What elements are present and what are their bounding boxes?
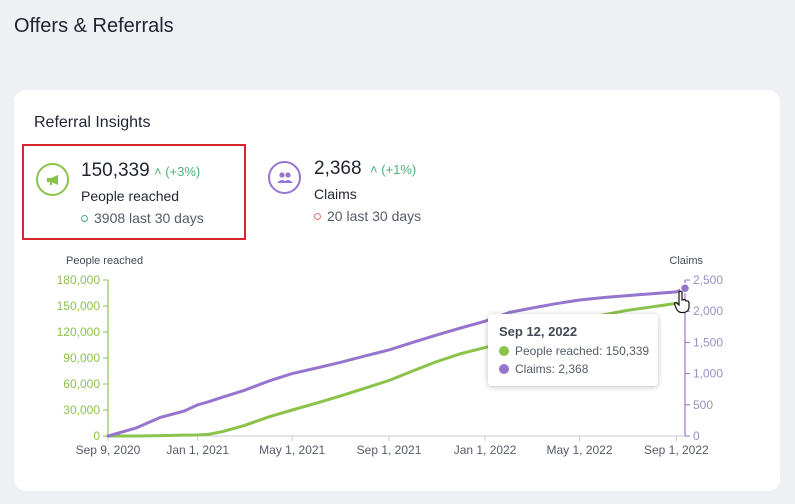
chart-tooltip: Sep 12, 2022 People reached: 150,339 Cla… <box>488 314 658 386</box>
x-tick-label: May 1, 2022 <box>546 443 612 457</box>
y-tick-label-left: 0 <box>93 429 100 443</box>
y-tick-label-right: 1,000 <box>693 367 723 381</box>
x-tick-label: Sep 1, 2021 <box>357 443 422 457</box>
metric-label: Claims <box>314 186 357 202</box>
y-tick-label-right: 2,500 <box>693 273 723 287</box>
metric-label: People reached <box>81 188 180 204</box>
arrow-up-icon: ˄ <box>154 164 162 179</box>
y-tick-label-left: 30,000 <box>63 403 100 417</box>
y-tick-label-right: 2,000 <box>693 304 723 318</box>
legend-dot <box>499 346 509 356</box>
megaphone-icon <box>36 163 69 196</box>
metric-value: 150,339 <box>81 160 150 181</box>
y-axis-right-title: Claims <box>669 255 703 267</box>
card-title: Referral Insights <box>34 114 151 131</box>
y-tick-label-left: 180,000 <box>57 273 101 287</box>
users-icon <box>268 161 301 194</box>
y-tick-label-left: 120,000 <box>57 325 101 339</box>
series-line-claims <box>106 286 687 438</box>
legend-dot <box>499 364 509 374</box>
tooltip-row-claims: Claims: 2,368 <box>499 362 588 376</box>
y-tick-label-left: 90,000 <box>63 351 100 365</box>
y-tick-label-right: 500 <box>693 398 713 412</box>
x-tick-label: Sep 1, 2022 <box>644 443 709 457</box>
y-tick-label-left: 60,000 <box>63 377 100 391</box>
y-tick-label-right: 1,500 <box>693 335 723 349</box>
status-dot-icon <box>314 212 321 220</box>
arrow-up-icon: ˄ <box>370 162 378 177</box>
hover-point-claims <box>679 282 691 294</box>
x-tick-label: Sep 9, 2020 <box>76 443 141 457</box>
y-axis-left-title: People reached <box>66 255 143 267</box>
metric-sub: 3908 last 30 days <box>81 210 204 226</box>
metric-claims[interactable]: 2,368 ˄ (+1%) Claims 20 last 30 days <box>266 144 486 240</box>
page-title: Offers & Referrals <box>14 15 174 37</box>
metric-value: 2,368 <box>314 158 362 179</box>
pointer-hand-icon <box>673 290 690 314</box>
x-tick-label: Jan 1, 2021 <box>166 443 229 457</box>
x-tick-label: May 1, 2021 <box>259 443 325 457</box>
tooltip-row-people: People reached: 150,339 <box>499 344 649 358</box>
status-dot-icon <box>81 214 88 222</box>
metric-sub: 20 last 30 days <box>314 208 421 224</box>
metric-change: ˄ (+1%) <box>370 162 417 177</box>
tooltip-date: Sep 12, 2022 <box>499 324 578 339</box>
metric-change: ˄ (+3%) <box>154 164 201 179</box>
metric-people-reached[interactable]: 150,339 ˄ (+3%) People reached 3908 last… <box>22 144 246 240</box>
y-tick-label-right: 0 <box>693 429 700 443</box>
y-tick-label-left: 150,000 <box>57 299 101 313</box>
x-tick-label: Jan 1, 2022 <box>454 443 517 457</box>
